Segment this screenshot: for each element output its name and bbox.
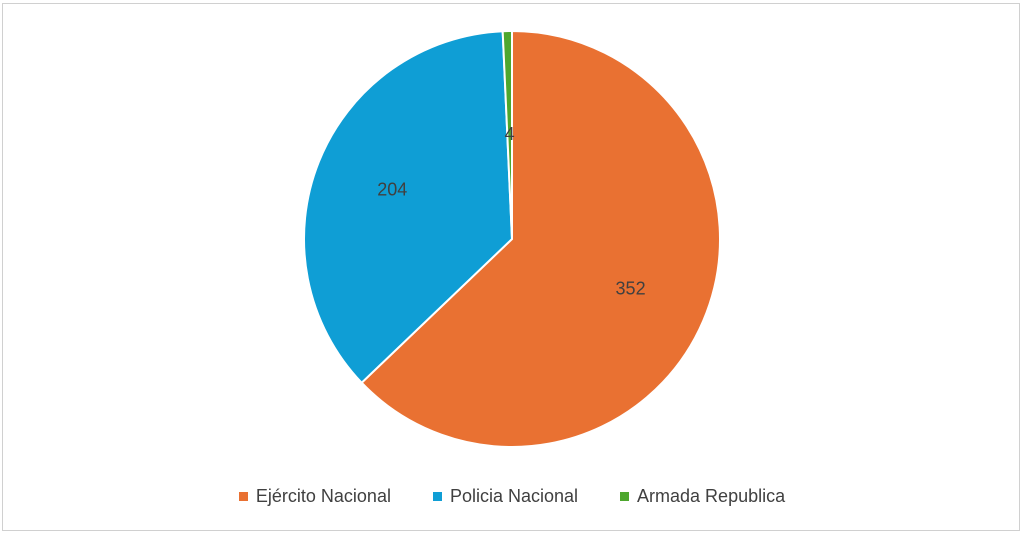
pie-slice-ejercito (360, 29, 721, 448)
pie-slice-policia (303, 30, 514, 385)
data-label-armada: 4 (505, 124, 515, 144)
data-label-ejercito: 352 (616, 278, 646, 298)
chart-frame: 352 204 4 Ejército Nacional Policia Nacion… (2, 3, 1020, 531)
pie-chart: 352 204 4 (303, 29, 721, 448)
legend-swatch-policia (432, 492, 442, 501)
data-label-policia: 204 (377, 180, 407, 200)
legend-item-policia: Policia Nacional (432, 486, 579, 507)
pie-slice-armada (501, 29, 513, 240)
legend-item-armada: Armada Republica (620, 486, 785, 507)
legend-label-policia: Policia Nacional (449, 486, 579, 506)
legend-label-armada: Armada Republica (637, 486, 786, 506)
legend-item-ejercito: Ejército Nacional (238, 486, 391, 507)
legend: Ejército Nacional Policia Nacional Armad… (3, 486, 1021, 507)
legend-swatch-armada (620, 492, 630, 501)
legend-swatch-ejercito (238, 492, 248, 501)
legend-label-ejercito: Ejército Nacional (255, 486, 391, 506)
